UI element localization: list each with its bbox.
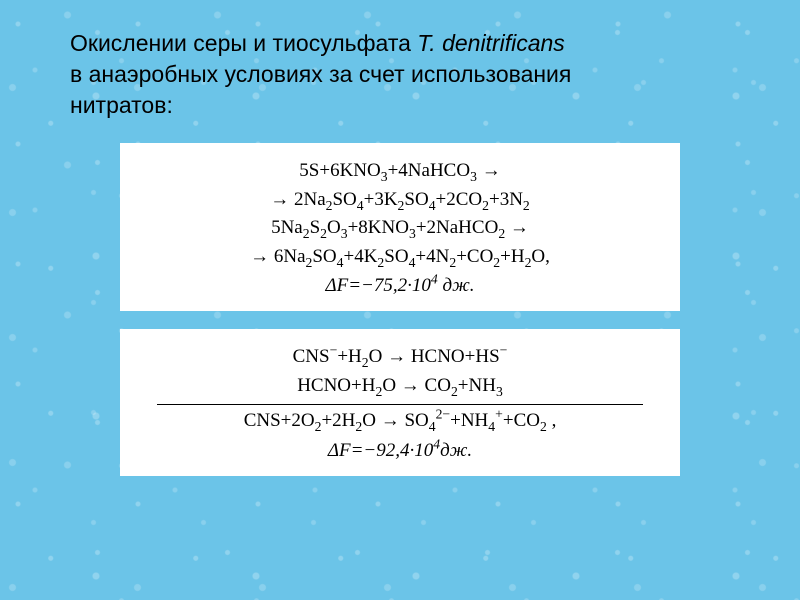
equation-5: CNS−+H2O → HCNO+HS− xyxy=(144,343,656,372)
equation-1: 5S+6KNO3+4NaHCO3 → xyxy=(144,157,656,186)
species-name: Т. denitrificans xyxy=(417,30,565,56)
equation-3: 5Na2S2O3+8KNO3+2NaHCO2 → xyxy=(144,214,656,243)
equation-4: → 6Na2SO4+4K2SO4+4N2+CO2+H2O, xyxy=(144,243,656,272)
delta-f-2: ΔF=−92,4·104дж. xyxy=(144,440,656,462)
heading-line-3: нитратов: xyxy=(70,90,730,121)
equation-7: CNS+2O2+2H2O → SO42−+NH4++CO2 , xyxy=(144,407,656,436)
equation-6: HCNO+H2O → CO2+NH3 xyxy=(144,372,656,401)
delta-f-1: ΔF=−75,2·104 дж. xyxy=(144,275,656,297)
equation-2: → 2Na2SO4+3K2SO4+2CO2+3N2 xyxy=(144,186,656,215)
heading-line-2: в анаэробных условиях за счет использова… xyxy=(70,59,730,90)
slide-heading: Окислении серы и тиосульфата Т. denitrif… xyxy=(70,28,730,121)
heading-text-pre: Окислении серы и тиосульфата xyxy=(70,30,417,56)
equation-box-2: CNS−+H2O → HCNO+HS− HCNO+H2O → CO2+NH3 C… xyxy=(120,329,680,476)
equation-divider xyxy=(157,404,643,405)
heading-line-1: Окислении серы и тиосульфата Т. denitrif… xyxy=(70,28,730,59)
equation-box-1: 5S+6KNO3+4NaHCO3 → → 2Na2SO4+3K2SO4+2CO2… xyxy=(120,143,680,311)
